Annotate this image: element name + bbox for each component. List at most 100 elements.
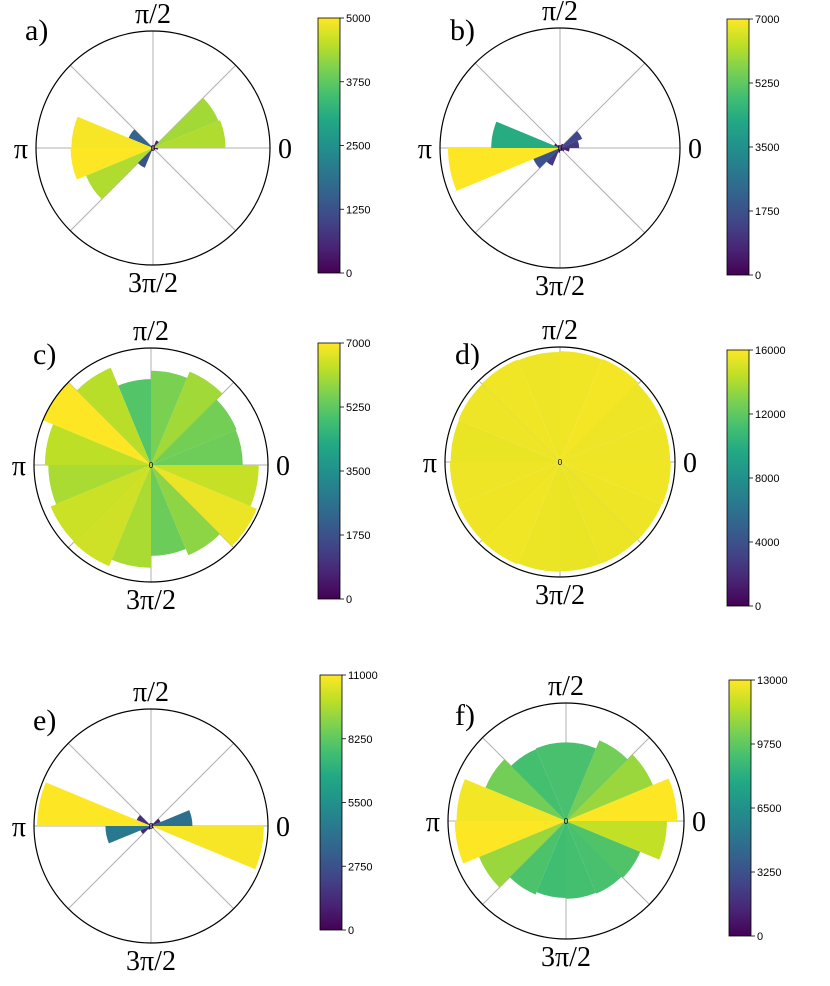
wedge-bar <box>566 821 596 899</box>
wedge-bar <box>151 826 264 870</box>
wedge-bar <box>560 359 639 462</box>
colorbar-tick-label: 6500 <box>757 803 781 815</box>
wedge-bar <box>151 465 257 546</box>
colorbar-tick-label: 8250 <box>348 734 372 746</box>
colorbar <box>317 17 341 274</box>
wedge-bar <box>510 749 566 821</box>
wedge-bar <box>560 131 583 148</box>
colorbar-tick-label: 0 <box>755 601 761 613</box>
polar-frame <box>444 346 676 578</box>
polar-frame <box>35 30 271 266</box>
wedge-bar <box>70 148 153 180</box>
grid-line <box>474 62 561 149</box>
wedge-bar <box>518 462 560 572</box>
wedge-bar <box>76 367 151 465</box>
colorbar-tick-label: 3500 <box>346 466 370 478</box>
wedge-bar <box>456 779 566 821</box>
wedge-bar <box>560 462 602 572</box>
angle-label-pi: π <box>418 134 432 165</box>
center-radius-label: 0 <box>564 817 569 826</box>
colorbar-tick-label: 0 <box>346 268 352 280</box>
grid-line <box>67 825 152 910</box>
wedge-bar <box>153 120 226 148</box>
angle-label-0: 0 <box>692 807 706 838</box>
colorbar-tick-label: 0 <box>346 594 352 606</box>
wedge-bar <box>153 97 219 148</box>
wedge-bar <box>509 821 566 895</box>
wedge-bar <box>479 821 566 888</box>
angle-label-0: 0 <box>276 451 290 482</box>
colorbar <box>726 18 750 276</box>
wedge-bar <box>153 140 159 148</box>
colorbar-tick-label: 1250 <box>346 204 370 216</box>
angle-label-three-half-pi: 3π/2 <box>128 268 178 299</box>
wedge-bar <box>533 148 560 169</box>
wedge-bar <box>560 351 603 462</box>
wedge-bar <box>554 143 560 148</box>
angle-label-pi: π <box>12 451 26 482</box>
wedge-bar <box>153 148 158 150</box>
colorbar-tick-label: 16000 <box>755 345 786 357</box>
wedge-bar <box>151 818 161 826</box>
angle-label-three-half-pi: 3π/2 <box>126 946 176 977</box>
colorbar-tick-label: 5250 <box>346 402 370 414</box>
angle-label-half-pi: π/2 <box>542 315 578 346</box>
colorbar <box>726 349 750 607</box>
wedge-bar <box>151 371 223 465</box>
wedge-bar <box>151 370 188 465</box>
wedge-bar <box>86 148 153 200</box>
angle-label-half-pi: π/2 <box>133 316 169 347</box>
angle-label-pi: π <box>426 807 440 838</box>
colorbar-tick-label: 4000 <box>755 537 779 549</box>
colorbar-tick-label: 5000 <box>346 13 370 25</box>
colorbar <box>728 679 752 937</box>
panel-label: d) <box>455 338 480 371</box>
wedge-bar <box>151 465 259 507</box>
wedge-bar <box>536 821 566 898</box>
polar-frame <box>439 27 681 269</box>
wedge-bar <box>560 143 564 148</box>
colorbar-tick-label: 2500 <box>346 141 370 153</box>
angle-label-three-half-pi: 3π/2 <box>535 271 585 302</box>
panel-label: f) <box>455 699 475 732</box>
angle-label-0: 0 <box>276 812 290 843</box>
polar-panel-2: 0 0 π π/2 3π/2 b) 0 1750 3500 5250 7000 <box>418 0 780 302</box>
wedge-bar <box>37 782 151 826</box>
wedge-bar <box>71 116 153 148</box>
grid-line <box>150 742 235 827</box>
wedge-bar <box>517 351 560 462</box>
angle-label-half-pi: π/2 <box>135 0 171 30</box>
wedge-bar <box>560 384 662 462</box>
wedge-bar <box>458 384 560 462</box>
angle-label-pi: π <box>14 134 28 165</box>
wedge-bar <box>566 821 622 894</box>
center-radius-label: 0 <box>149 822 154 831</box>
panel-label: a) <box>25 14 48 47</box>
center-radius-label: 0 <box>558 458 563 467</box>
angle-label-three-half-pi: 3π/2 <box>126 585 176 616</box>
wedge-bar <box>566 821 667 860</box>
wedge-bar <box>560 148 570 152</box>
center-radius-label: 0 <box>151 144 156 153</box>
wedge-bar <box>449 462 560 505</box>
colorbar-tick-label: 3500 <box>755 142 779 154</box>
colorbar-tick-label: 0 <box>348 925 354 937</box>
wedge-bar <box>151 810 193 826</box>
wedge-bar <box>137 148 153 168</box>
wedge-bar <box>566 778 678 821</box>
panel-label: b) <box>450 14 475 47</box>
wedge-bar <box>457 462 560 541</box>
colorbar-tick-label: 3750 <box>346 77 370 89</box>
grid-line <box>152 147 237 232</box>
colorbar-tick-label: 2750 <box>348 861 372 873</box>
angle-label-half-pi: π/2 <box>548 671 584 702</box>
colorbar-tick-label: 12000 <box>755 409 786 421</box>
colorbar-tick-label: 8000 <box>755 473 779 485</box>
angle-label-0: 0 <box>688 134 702 165</box>
wedge-bar <box>560 148 563 151</box>
colorbar <box>317 342 341 600</box>
panel-label: e) <box>33 704 56 737</box>
polar-frame <box>33 347 269 583</box>
wedge-bar <box>558 148 560 153</box>
